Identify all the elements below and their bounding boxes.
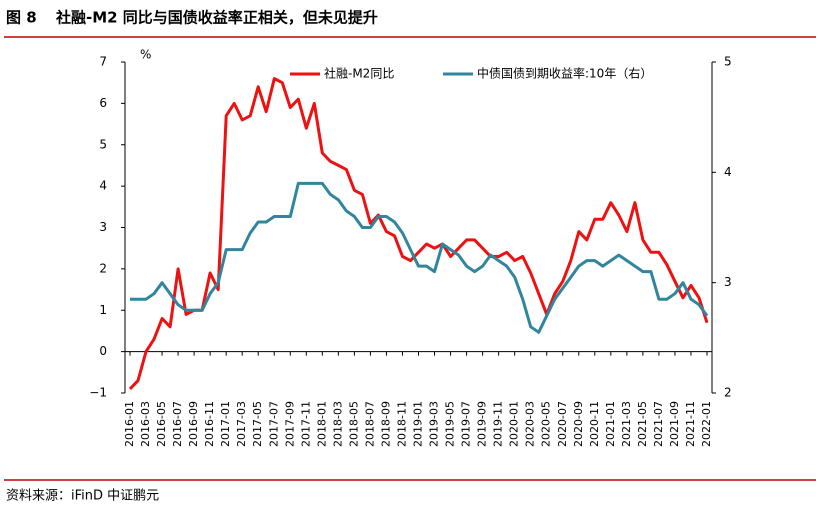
y-tick-label: 5 xyxy=(99,137,107,151)
x-tick-label: 2018-11 xyxy=(395,401,408,447)
x-tick-label: 2017-11 xyxy=(299,401,312,447)
x-tick-label: 2021-01 xyxy=(604,401,617,447)
x-tick-label: 2021-11 xyxy=(684,401,697,447)
y-tick-label: 2 xyxy=(99,261,107,275)
x-tick-label: 2019-05 xyxy=(444,401,457,447)
x-tick-label: 2021-07 xyxy=(652,401,665,447)
x-tick-label: 2020-05 xyxy=(540,401,553,447)
x-tick-label: 2018-01 xyxy=(315,401,328,447)
y2-tick-label: 3 xyxy=(724,275,732,289)
x-tick-label: 2020-11 xyxy=(588,401,601,447)
x-tick-label: 2016-05 xyxy=(155,401,168,447)
x-tick-label: 2017-09 xyxy=(283,401,296,447)
x-tick-label: 2019-07 xyxy=(460,401,473,447)
x-tick-label: 2016-03 xyxy=(139,401,152,447)
y2-tick-label: 4 xyxy=(724,165,732,179)
chart-title: 社融-M2 同比与国债收益率正相关，但未见提升 xyxy=(55,9,378,27)
x-tick-label: 2016-07 xyxy=(171,401,184,447)
x-tick-label: 2017-03 xyxy=(235,401,248,447)
x-tick-label: 2018-03 xyxy=(331,401,344,447)
series-line xyxy=(128,77,709,390)
x-tick-label: 2022-01 xyxy=(700,401,713,447)
source: 资料来源：iFinD 中证鹏元 xyxy=(6,489,159,504)
x-tick-label: 2019-09 xyxy=(476,401,489,447)
x-tick-label: 2017-05 xyxy=(251,401,264,447)
series-line xyxy=(130,181,709,334)
x-tick-label: 2017-01 xyxy=(219,401,232,447)
x-tick-label: 2018-07 xyxy=(363,401,376,447)
x-tick-label: 2021-05 xyxy=(636,401,649,447)
y2-tick-label: 2 xyxy=(724,386,732,400)
x-tick-label: 2017-07 xyxy=(267,401,280,447)
y-tick-label: 6 xyxy=(99,96,107,110)
y-tick-label: 7 xyxy=(99,55,107,69)
x-tick-label: 2016-11 xyxy=(203,401,216,447)
figure-label: 图 8 xyxy=(6,9,37,27)
y-tick-label: −1 xyxy=(89,386,107,400)
y-tick-label: 0 xyxy=(99,344,107,358)
x-tick-label: 2020-01 xyxy=(508,401,521,447)
x-tick-label: 2019-01 xyxy=(412,401,425,447)
x-tick-label: 2016-09 xyxy=(187,401,200,447)
y-tick-label: 1 xyxy=(99,303,107,317)
x-tick-label: 2016-01 xyxy=(123,401,136,447)
x-tick-label: 2020-09 xyxy=(572,401,585,447)
y-tick-label: 4 xyxy=(99,179,107,193)
x-tick-label: 2021-03 xyxy=(620,401,633,447)
legend-label: 社融-M2同比 xyxy=(324,66,394,81)
x-tick-label: 2021-09 xyxy=(668,401,681,447)
x-tick-label: 2020-07 xyxy=(556,401,569,447)
y-unit: % xyxy=(140,48,151,62)
x-tick-label: 2019-03 xyxy=(428,401,441,447)
x-tick-label: 2019-11 xyxy=(492,401,505,447)
x-tick-label: 2018-09 xyxy=(379,401,392,447)
x-tick-label: 2018-05 xyxy=(347,401,360,447)
y2-tick-label: 5 xyxy=(724,55,732,69)
y-tick-label: 3 xyxy=(99,220,107,234)
legend-label: 中债国债到期收益率:10年（右） xyxy=(477,66,652,81)
x-tick-label: 2020-03 xyxy=(524,401,537,447)
